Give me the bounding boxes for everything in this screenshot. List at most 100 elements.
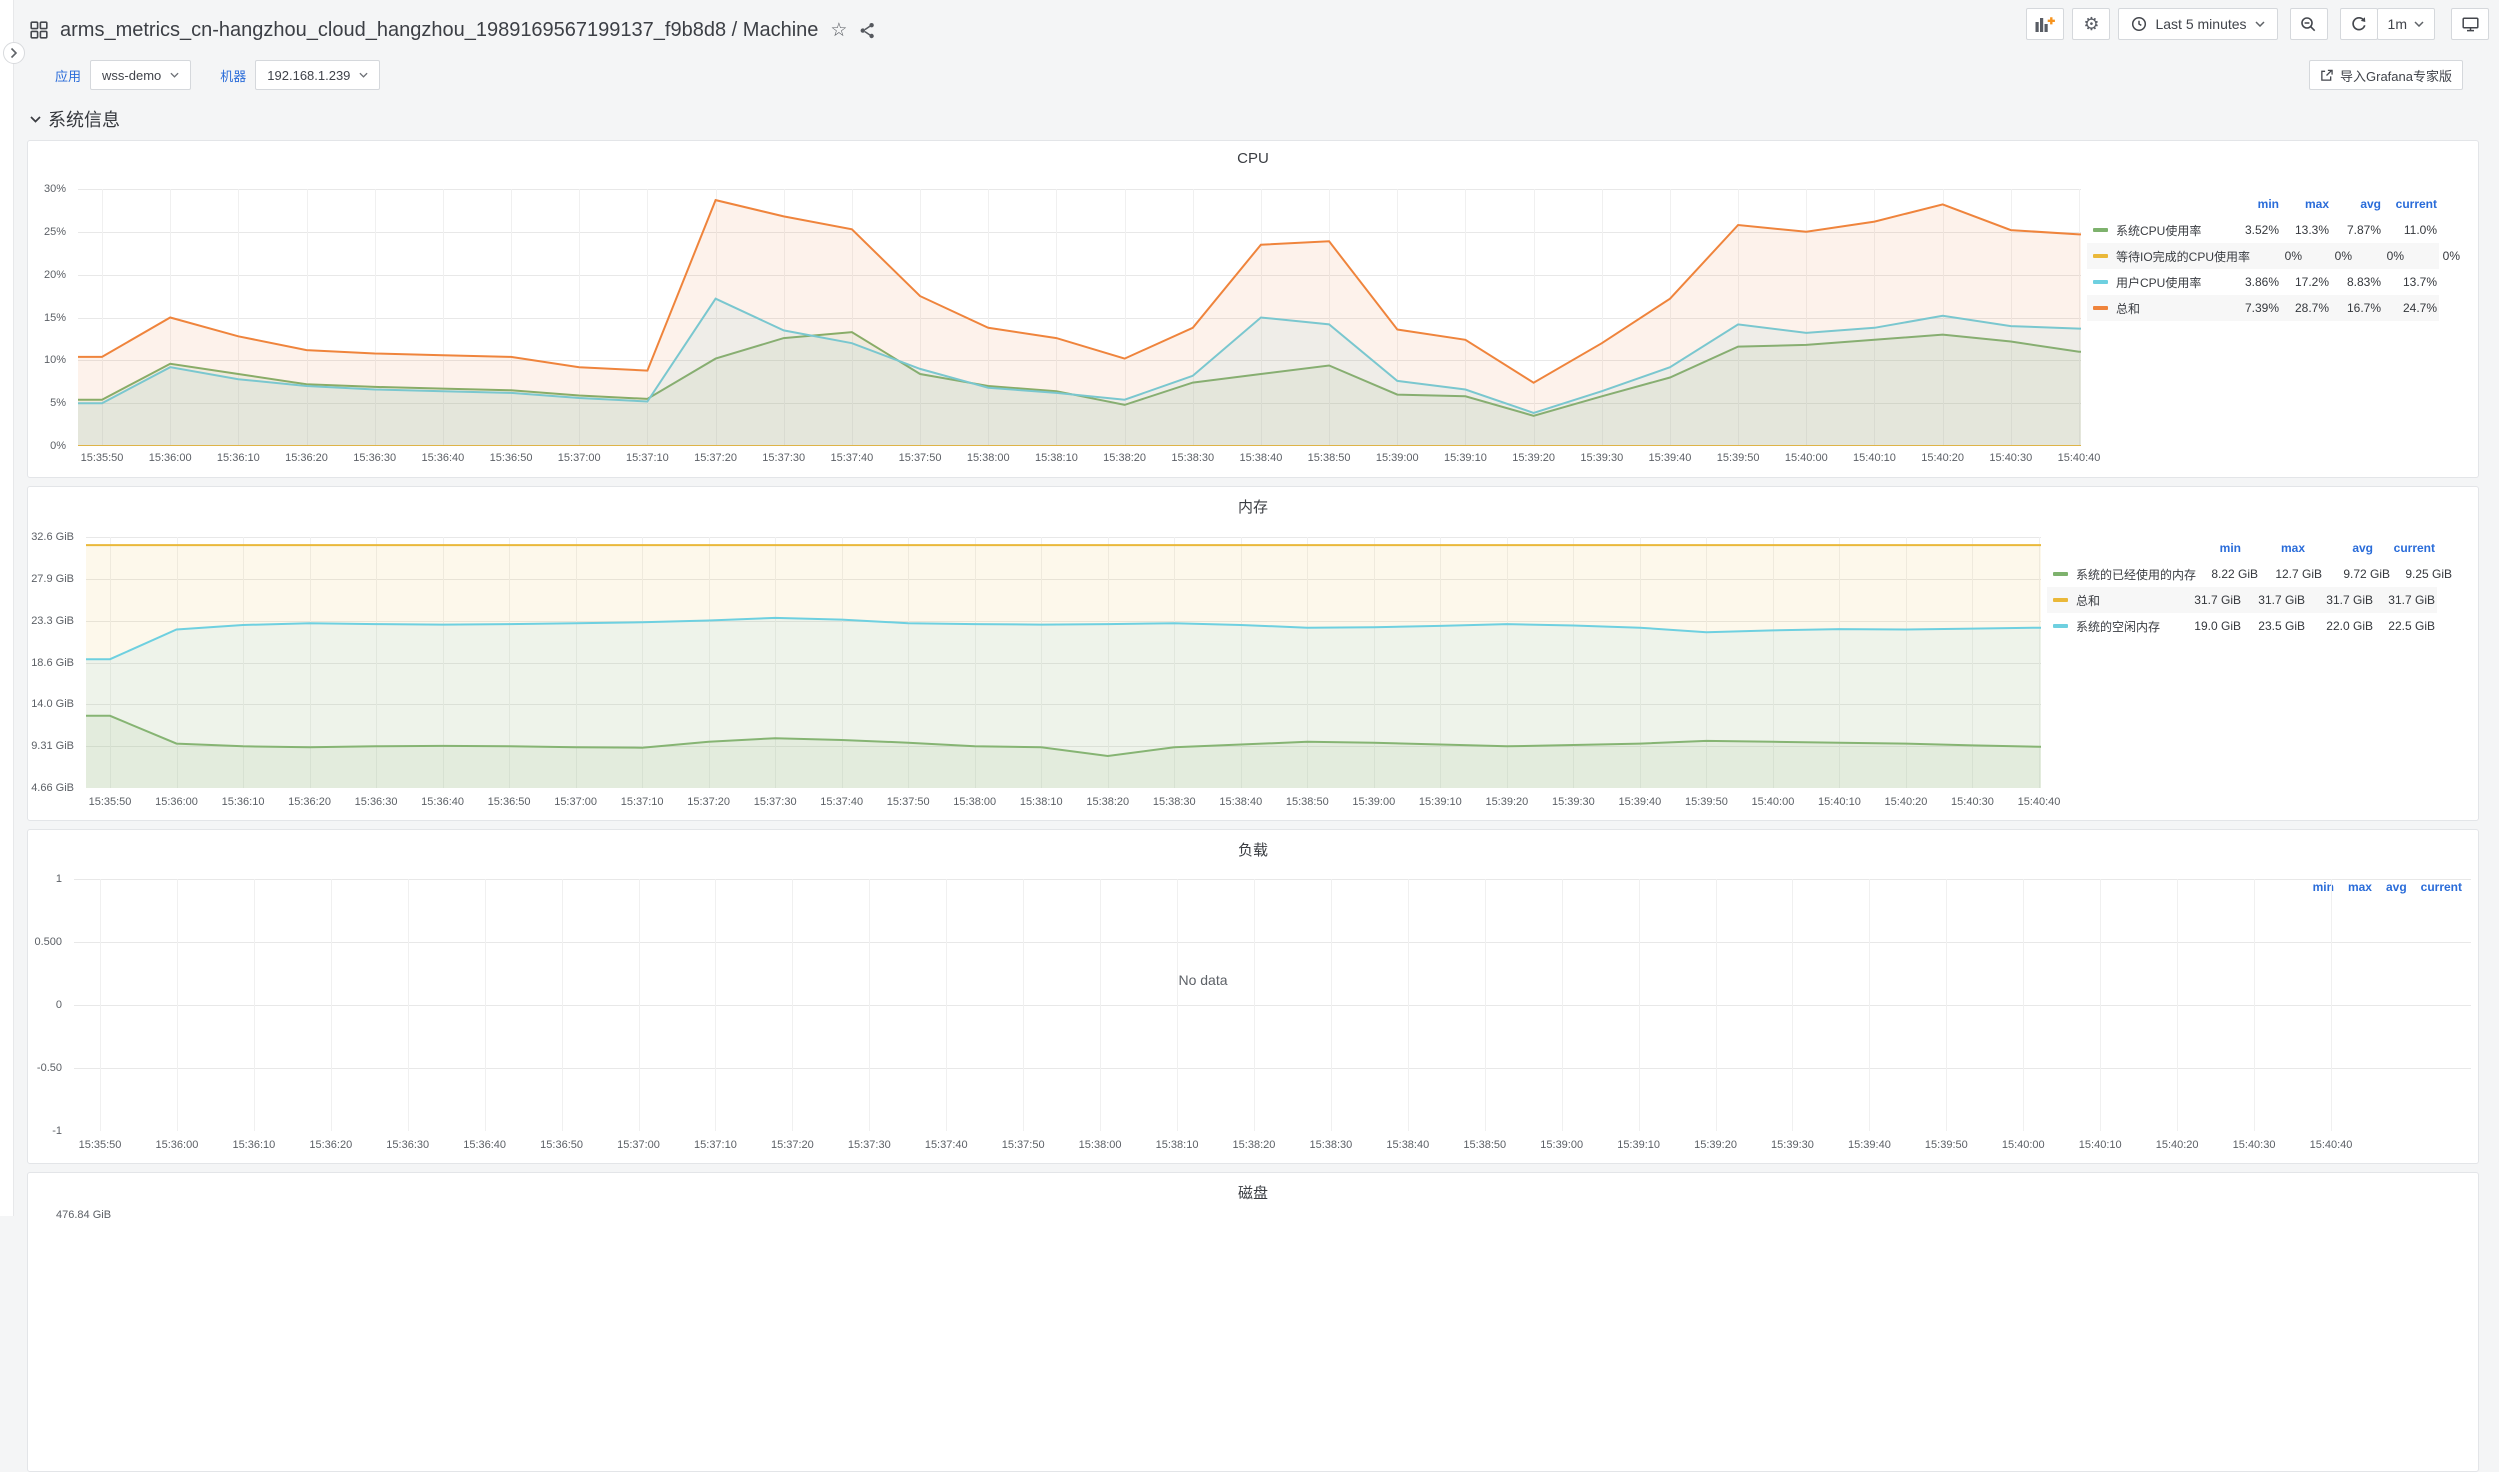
x-tick-label: 15:36:20 bbox=[285, 452, 328, 464]
variable-select-app[interactable]: wss-demo bbox=[90, 60, 192, 90]
x-tick-label: 15:36:50 bbox=[540, 1139, 583, 1151]
nav-controls: ⚙ Last 5 minutes 1m bbox=[2026, 8, 2489, 40]
legend-series-name[interactable]: 总和 bbox=[2047, 592, 2179, 609]
legend-stat-value: 3.86% bbox=[2244, 275, 2279, 289]
legend-row: 系统的已经使用的内存 8.22 GiB 12.7 GiB 9.72 GiB 9.25 G… bbox=[2047, 561, 2452, 587]
zoom-out-icon bbox=[2300, 16, 2317, 33]
chevron-down-icon bbox=[359, 72, 368, 78]
legend-header-current[interactable]: current bbox=[2393, 541, 2435, 555]
legend-stat-value: 31.7 GiB bbox=[2326, 593, 2373, 607]
panel-title-disk[interactable]: 磁盘 bbox=[1237, 1185, 1268, 1202]
external-link-icon bbox=[2320, 69, 2333, 82]
legend-series-name[interactable]: 系统CPU使用率 bbox=[2087, 222, 2227, 239]
y-tick-label: 23.3 GiB bbox=[31, 614, 74, 627]
panel-memory: 内存 4.66 GiB 9.31 GiB 14.0 GiB 18.6 GiB 23.3 … bbox=[27, 486, 2479, 821]
legend-series-name[interactable]: 用户CPU使用率 bbox=[2087, 274, 2227, 291]
panel-title-memory[interactable]: 内存 bbox=[1237, 499, 1268, 516]
y-tick-label: 0.500 bbox=[34, 936, 62, 948]
time-range-picker[interactable]: Last 5 minutes bbox=[2118, 8, 2278, 40]
legend-swatch bbox=[2053, 572, 2068, 576]
section-header-system-info[interactable]: 系统信息 bbox=[30, 106, 120, 132]
kiosk-mode-button[interactable] bbox=[2451, 8, 2489, 40]
add-panel-icon bbox=[2035, 16, 2056, 32]
x-tick-label: 15:37:10 bbox=[625, 452, 669, 464]
y-tick-label: 14.0 GiB bbox=[31, 698, 74, 711]
x-tick-label: 15:39:40 bbox=[1618, 796, 1662, 808]
variable-select-machine[interactable]: 192.168.1.239 bbox=[255, 60, 381, 90]
y-tick-label: 10% bbox=[43, 354, 66, 367]
y-tick-label: 5% bbox=[50, 397, 66, 410]
x-tick-label: 15:39:40 bbox=[1847, 1139, 1891, 1151]
x-tick-label: 15:37:10 bbox=[694, 1139, 737, 1151]
legend-header-row: min max avg current bbox=[2047, 535, 2437, 561]
x-tick-label: 15:38:30 bbox=[1171, 452, 1215, 464]
x-tick-label: 15:39:10 bbox=[1444, 452, 1487, 464]
legend-header-current[interactable]: current bbox=[2395, 197, 2437, 211]
x-tick-label: 15:36:10 bbox=[221, 796, 265, 808]
x-axis: 15:35:50 15:36:00 15:36:10 15:36:20 15:36:30… bbox=[74, 1137, 2471, 1153]
variable-value-machine: 192.168.1.239 bbox=[267, 67, 351, 83]
dashboard-page-title[interactable]: Machine bbox=[742, 18, 819, 41]
x-tick-label: 15:40:10 bbox=[1853, 452, 1896, 464]
x-tick-label: 15:36:40 bbox=[421, 452, 465, 464]
x-tick-label: 15:38:50 bbox=[1307, 452, 1351, 464]
panel-title-load[interactable]: 负载 bbox=[1237, 842, 1268, 859]
import-grafana-pro-label: 导入Grafana专家版 bbox=[2340, 68, 2452, 84]
plot-area[interactable] bbox=[74, 879, 2471, 1131]
x-tick-label: 15:36:20 bbox=[288, 796, 331, 808]
legend-series-name[interactable]: 系统的空闲内存 bbox=[2047, 618, 2179, 635]
legend-swatch bbox=[2093, 306, 2108, 310]
legend-header-max[interactable]: max bbox=[2347, 880, 2372, 894]
legend-header-max[interactable]: max bbox=[2304, 197, 2329, 211]
plot-area[interactable] bbox=[78, 189, 2081, 446]
variable-value-app: wss-demo bbox=[102, 67, 162, 83]
legend-header-avg[interactable]: avg bbox=[2385, 880, 2407, 894]
zoom-out-button[interactable] bbox=[2289, 8, 2328, 40]
monitor-icon bbox=[2461, 16, 2479, 32]
x-tick-label: 15:39:00 bbox=[1375, 452, 1419, 464]
legend-header-avg[interactable]: avg bbox=[2360, 197, 2381, 211]
legend-header-min[interactable]: min bbox=[2312, 880, 2334, 894]
plot-area[interactable] bbox=[86, 537, 2041, 788]
add-panel-button[interactable] bbox=[2026, 8, 2065, 40]
dashboard-settings-button[interactable]: ⚙ bbox=[2072, 8, 2111, 40]
import-grafana-pro-button[interactable]: 导入Grafana专家版 bbox=[2309, 60, 2463, 90]
x-tick-label: 15:37:30 bbox=[762, 452, 806, 464]
x-tick-label: 15:37:30 bbox=[753, 796, 797, 808]
legend-stat-value: 13.7% bbox=[2402, 275, 2437, 289]
legend-series-name[interactable]: 等待IO完成的CPU使用率 bbox=[2087, 248, 2250, 265]
chart-canvas bbox=[86, 537, 2041, 788]
legend-header-max[interactable]: max bbox=[2280, 541, 2305, 555]
legend-stat-value: 12.7 GiB bbox=[2275, 567, 2323, 581]
clock-icon bbox=[2131, 16, 2147, 32]
y-tick-label: 30% bbox=[43, 183, 66, 195]
refresh-interval-picker[interactable]: 1m bbox=[2376, 8, 2435, 40]
share-icon[interactable] bbox=[859, 22, 875, 39]
x-tick-label: 15:38:30 bbox=[1152, 796, 1196, 808]
refresh-button[interactable] bbox=[2339, 8, 2378, 40]
x-tick-label: 15:37:00 bbox=[557, 452, 601, 464]
x-tick-label: 15:37:50 bbox=[898, 452, 942, 464]
legend-series-name[interactable]: 系统的已经使用的内存 bbox=[2047, 566, 2196, 583]
x-tick-label: 15:36:40 bbox=[421, 796, 464, 808]
legend-stat-value: 0% bbox=[2442, 249, 2461, 263]
legend-series-label: 用户CPU使用率 bbox=[2116, 275, 2202, 290]
panel-title-cpu[interactable]: CPU bbox=[1237, 150, 1269, 167]
dashboard-grid-icon[interactable] bbox=[30, 21, 48, 39]
legend-header-min[interactable]: min bbox=[2219, 541, 2241, 555]
legend-header-avg[interactable]: avg bbox=[2352, 541, 2373, 555]
star-icon[interactable]: ☆ bbox=[830, 19, 848, 41]
dashboard-folder-title[interactable]: arms_metrics_cn-hangzhou_cloud_hangzhou_… bbox=[60, 18, 727, 41]
side-menu-toggle-button[interactable] bbox=[3, 42, 25, 64]
legend-series-name[interactable]: 总和 bbox=[2087, 300, 2227, 317]
legend-header-min[interactable]: min bbox=[2257, 197, 2279, 211]
legend: min max avg current bbox=[2313, 880, 2462, 894]
x-tick-label: 15:40:00 bbox=[1784, 452, 1828, 464]
x-tick-label: 15:40:00 bbox=[2001, 1139, 2045, 1151]
chevron-down-icon bbox=[2414, 21, 2424, 27]
x-tick-label: 15:37:40 bbox=[924, 1139, 968, 1151]
x-tick-label: 15:35:50 bbox=[78, 1139, 122, 1151]
legend-header-current[interactable]: current bbox=[2420, 880, 2462, 894]
x-tick-label: 15:38:50 bbox=[1285, 796, 1329, 808]
x-tick-label: 15:40:30 bbox=[1951, 796, 1994, 808]
